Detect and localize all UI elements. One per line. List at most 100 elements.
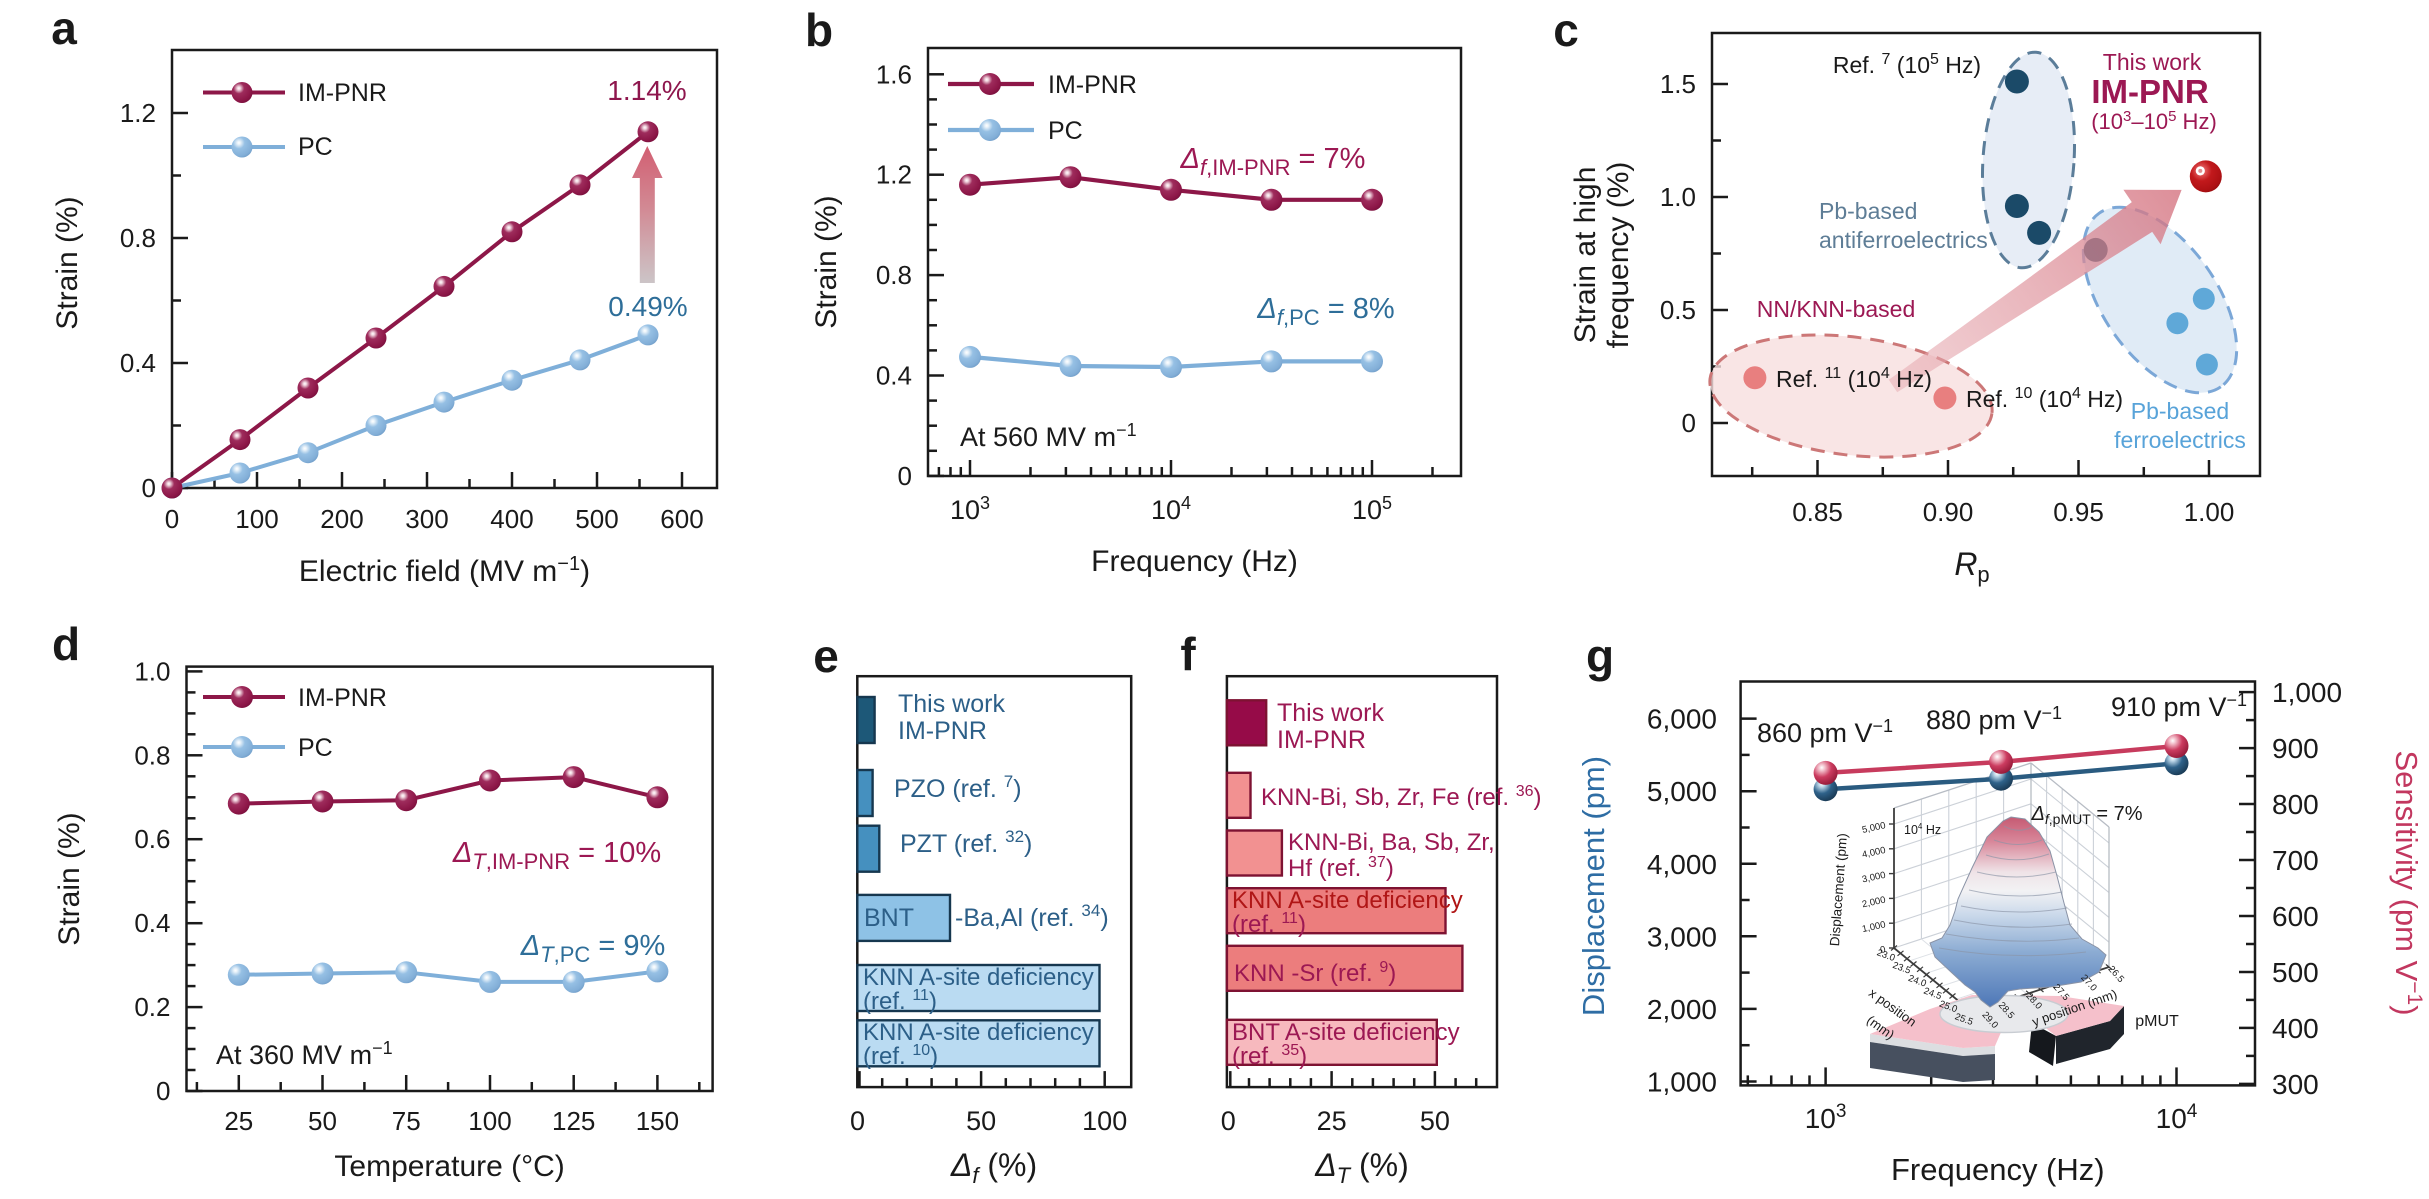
svg-text:75: 75 [392, 1106, 421, 1136]
svg-text:PZO (ref. 7​): PZO (ref. 7​) [894, 772, 1022, 803]
svg-text:KNN A-site deficiency: KNN A-site deficiency [1232, 887, 1463, 914]
svg-text:KNN A-site deficiency: KNN A-site deficiency [863, 1019, 1094, 1046]
svg-text:50: 50 [966, 1106, 996, 1136]
svg-text:25: 25 [1317, 1106, 1347, 1136]
svg-text:0: 0 [142, 473, 156, 503]
svg-text:0.2: 0.2 [134, 992, 170, 1022]
svg-text:500: 500 [575, 504, 618, 534]
svg-text:4,000: 4,000 [1861, 845, 1887, 861]
svg-text:IM-PNR: IM-PNR [2091, 73, 2208, 110]
svg-text:700: 700 [2272, 845, 2319, 876]
svg-text:Ref. 11​ (104​ Hz): Ref. 11​ (104​ Hz) [1776, 365, 1932, 392]
svg-text:Δf​ (%): Δf​ (%) [950, 1147, 1037, 1188]
svg-text:0.4: 0.4 [876, 361, 912, 391]
svg-text:g: g [1586, 630, 1614, 682]
svg-text:860 pm V−1​: 860 pm V−1​ [1757, 716, 1893, 748]
svg-text:880 pm V−1​: 880 pm V−1​ [1926, 703, 2062, 735]
svg-text:2,000: 2,000 [1861, 895, 1887, 911]
svg-text:400: 400 [2272, 1013, 2319, 1044]
svg-text:100: 100 [1082, 1106, 1127, 1136]
svg-text:KNN-Bi, Ba, Sb, Zr,: KNN-Bi, Ba, Sb, Zr, [1288, 829, 1495, 856]
svg-text:IM-PNR: IM-PNR [1048, 71, 1137, 99]
svg-text:100: 100 [468, 1106, 511, 1136]
svg-text:1.0: 1.0 [1660, 182, 1696, 212]
svg-text:0: 0 [1682, 408, 1696, 438]
svg-text:ΔT,PC​ = 9%: ΔT,PC​ = 9% [520, 930, 666, 967]
svg-text:150: 150 [636, 1106, 679, 1136]
svg-text:This work: This work [898, 690, 1005, 718]
svg-text:1.0: 1.0 [134, 656, 170, 686]
svg-text:0.90: 0.90 [1923, 497, 1974, 527]
svg-text:At 560 MV m−1​: At 560 MV m−1​ [960, 420, 1137, 452]
svg-text:Pb-based: Pb-based [1819, 198, 1917, 224]
svg-text:400: 400 [490, 504, 533, 534]
svg-text:At 360 MV m−1​: At 360 MV m−1​ [216, 1038, 393, 1070]
svg-text:0.85: 0.85 [1792, 497, 1843, 527]
svg-text:Ref. 10​ (104​ Hz): Ref. 10​ (104​ Hz) [1966, 385, 2123, 412]
svg-text:0.8: 0.8 [120, 223, 156, 253]
svg-text:1,000: 1,000 [1647, 1067, 1717, 1098]
svg-text:0: 0 [165, 504, 179, 534]
svg-text:NN/KNN-based: NN/KNN-based [1757, 296, 1916, 322]
svg-text:0.4: 0.4 [120, 348, 156, 378]
svg-text:a: a [51, 2, 77, 54]
svg-text:800: 800 [2272, 789, 2319, 820]
svg-text:1,000: 1,000 [2272, 677, 2342, 708]
svg-text:Strain at high: Strain at high [1569, 167, 1602, 344]
svg-text:910 pm V−1​: 910 pm V−1​ [2111, 690, 2247, 722]
svg-text:Strain (%): Strain (%) [810, 195, 843, 328]
svg-text:Frequency (Hz): Frequency (Hz) [1891, 1152, 2105, 1187]
svg-text:IM-PNR: IM-PNR [298, 79, 387, 107]
svg-text:1.2: 1.2 [876, 160, 912, 190]
svg-text:500: 500 [2272, 957, 2319, 988]
svg-text:0.4: 0.4 [134, 908, 170, 938]
svg-text:Rp​: Rp​ [1954, 546, 1989, 587]
svg-text:Hf (ref. 37​): Hf (ref. 37​) [1288, 854, 1394, 882]
svg-text:Δf,PC​ = 8%: Δf,PC​ = 8% [1256, 293, 1394, 330]
svg-text:3,000: 3,000 [1647, 921, 1717, 952]
svg-text:0.49%: 0.49% [608, 291, 687, 322]
svg-text:Sensitivity (pm V−1​): Sensitivity (pm V−1​) [2389, 750, 2426, 1015]
svg-text:5,000: 5,000 [1861, 820, 1887, 836]
svg-text:0.6: 0.6 [134, 824, 170, 854]
svg-text:KNN A-site deficiency: KNN A-site deficiency [863, 964, 1094, 991]
svg-text:200: 200 [320, 504, 363, 534]
svg-text:ferroelectrics: ferroelectrics [2114, 427, 2246, 453]
svg-text:Strain (%): Strain (%) [51, 196, 84, 329]
svg-text:0: 0 [156, 1076, 170, 1106]
svg-text:d: d [52, 618, 80, 670]
svg-text:KNN-Bi, Sb, Zr, Fe (ref. 36​): KNN-Bi, Sb, Zr, Fe (ref. 36​) [1261, 783, 1542, 811]
svg-text:4,000: 4,000 [1647, 849, 1717, 880]
svg-text:IM-PNR: IM-PNR [298, 684, 387, 712]
svg-text:100: 100 [235, 504, 278, 534]
svg-text:300: 300 [2272, 1069, 2319, 1100]
svg-text:0: 0 [1221, 1106, 1236, 1136]
svg-text:0.8: 0.8 [134, 740, 170, 770]
svg-text:50: 50 [1420, 1106, 1450, 1136]
svg-text:25: 25 [224, 1106, 253, 1136]
svg-text:This work: This work [1277, 699, 1384, 727]
svg-text:1.6: 1.6 [876, 59, 912, 89]
svg-text:5,000: 5,000 [1647, 776, 1717, 807]
svg-text:0: 0 [1879, 944, 1886, 956]
svg-text:1.00: 1.00 [2184, 497, 2235, 527]
svg-text:125: 125 [552, 1106, 595, 1136]
svg-text:0.5: 0.5 [1660, 295, 1696, 325]
svg-text:Electric field (MV m−1​): Electric field (MV m−1​) [299, 553, 590, 588]
svg-text:Frequency (Hz): Frequency (Hz) [1091, 545, 1298, 578]
svg-text:300: 300 [405, 504, 448, 534]
svg-text:50: 50 [308, 1106, 337, 1136]
svg-text:Pb-based: Pb-based [2131, 398, 2229, 424]
svg-text:IM-PNR: IM-PNR [1277, 726, 1366, 754]
svg-text:f: f [1180, 628, 1196, 680]
svg-text:1.14%: 1.14% [607, 75, 686, 106]
svg-text:(ref. 11​): (ref. 11​) [1232, 910, 1306, 938]
svg-text:Strain (%): Strain (%) [53, 812, 86, 945]
svg-text:pMUT: pMUT [2135, 1013, 2179, 1030]
svg-text:Temperature (°C): Temperature (°C) [334, 1150, 564, 1183]
svg-text:1.5: 1.5 [1660, 69, 1696, 99]
svg-text:3,000: 3,000 [1861, 870, 1887, 886]
svg-text:0: 0 [850, 1106, 865, 1136]
svg-text:This work: This work [2103, 49, 2202, 75]
svg-text:104​: 104​ [2156, 1101, 2198, 1134]
